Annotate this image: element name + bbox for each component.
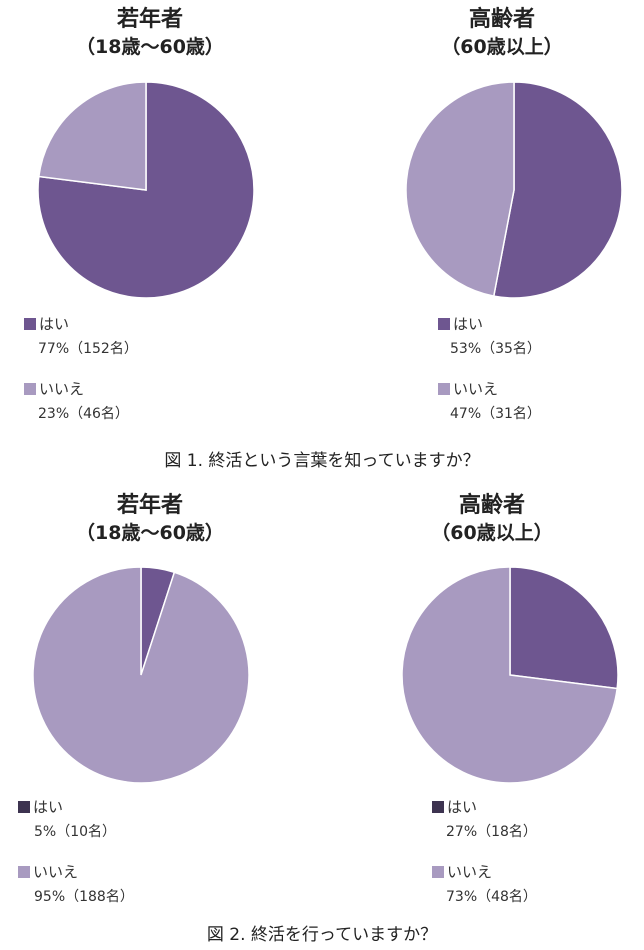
legend-swatch-yes xyxy=(432,801,444,813)
pie-slice-no xyxy=(405,81,515,297)
legend-label-yes: はい xyxy=(33,798,64,816)
panel-title-line1: 若年者 xyxy=(116,7,183,32)
panel-title: 高齢者 （60歳以上） xyxy=(352,492,632,546)
pie-panel-young: 若年者 （18歳〜60歳） はい 77%（152名） いいえ 23%（46名） xyxy=(0,0,320,440)
legend-swatch-yes xyxy=(18,801,30,813)
panel-title: 若年者 （18歳〜60歳） xyxy=(10,492,290,546)
pie-chart xyxy=(405,81,623,299)
pie-panel-elderly: 高齢者 （60歳以上） はい 53%（35名） いいえ 47%（31名） xyxy=(322,0,642,440)
legend-swatch-yes xyxy=(438,318,450,330)
legend-item-no: いいえ 95%（188名） xyxy=(18,863,134,906)
pie-slice-yes xyxy=(492,81,623,299)
legend-label-no: いいえ xyxy=(39,380,85,398)
legend-item-yes: はい 77%（152名） xyxy=(24,315,138,358)
legend-item-yes: はい 5%（10名） xyxy=(18,798,116,841)
legend-value-yes: 77%（152名） xyxy=(38,341,138,357)
legend-value-no: 47%（31名） xyxy=(450,406,541,422)
pie-slice-no xyxy=(32,566,250,784)
legend-value-no: 73%（48名） xyxy=(446,889,537,905)
pie-chart xyxy=(37,81,255,299)
pie-panel-elderly: 高齢者 （60歳以上） はい 27%（18名） いいえ 73%（48名） xyxy=(322,480,642,920)
legend-item-no: いいえ 47%（31名） xyxy=(438,380,541,423)
legend-swatch-no xyxy=(18,866,30,878)
pie-panel-young: 若年者 （18歳〜60歳） はい 5%（10名） いいえ 95%（188名） xyxy=(0,480,320,920)
legend-value-no: 23%（46名） xyxy=(38,406,129,422)
figure-1: 若年者 （18歳〜60歳） はい 77%（152名） いいえ 23%（46名） … xyxy=(0,0,642,471)
legend-label-no: いいえ xyxy=(447,863,493,881)
legend-item-yes: はい 27%（18名） xyxy=(432,798,537,841)
figure-caption: 図 2. 終活を行っていますか？ xyxy=(206,925,438,945)
figure-2: 若年者 （18歳〜60歳） はい 5%（10名） いいえ 95%（188名） 高… xyxy=(0,480,644,950)
pie-chart xyxy=(401,566,619,784)
legend-item-no: いいえ 73%（48名） xyxy=(432,863,537,906)
panel-title-line2: （18歳〜60歳） xyxy=(76,522,224,544)
pie-slice-yes xyxy=(509,566,619,690)
legend-item-no: いいえ 23%（46名） xyxy=(24,380,129,423)
legend-swatch-no xyxy=(24,383,36,395)
panel-title-line2: （60歳以上） xyxy=(441,36,563,58)
legend-item-yes: はい 53%（35名） xyxy=(438,315,541,358)
legend-swatch-yes xyxy=(24,318,36,330)
panel-title: 若年者 （18歳〜60歳） xyxy=(10,6,290,60)
legend-label-no: いいえ xyxy=(453,380,499,398)
legend-label-yes: はい xyxy=(453,315,484,333)
legend-label-yes: はい xyxy=(447,798,478,816)
legend-swatch-no xyxy=(432,866,444,878)
legend-value-no: 95%（188名） xyxy=(34,889,134,905)
panel-title-line2: （60歳以上） xyxy=(431,522,553,544)
legend-label-no: いいえ xyxy=(33,863,79,881)
pie-chart xyxy=(32,566,250,784)
panel-title: 高齢者 （60歳以上） xyxy=(362,6,642,60)
panel-title-line1: 若年者 xyxy=(116,493,183,518)
panel-title-line2: （18歳〜60歳） xyxy=(76,36,224,58)
figure-caption: 図 1. 終活という言葉を知っていますか？ xyxy=(164,451,480,471)
legend-value-yes: 5%（10名） xyxy=(34,824,117,840)
pie-slice-no xyxy=(401,566,618,784)
pie-slice-no xyxy=(38,81,147,191)
legend-value-yes: 53%（35名） xyxy=(450,341,541,357)
panel-title-line1: 高齢者 xyxy=(468,7,535,32)
legend-label-yes: はい xyxy=(39,315,70,333)
panel-title-line1: 高齢者 xyxy=(458,493,525,518)
legend-swatch-no xyxy=(438,383,450,395)
legend-value-yes: 27%（18名） xyxy=(446,824,537,840)
